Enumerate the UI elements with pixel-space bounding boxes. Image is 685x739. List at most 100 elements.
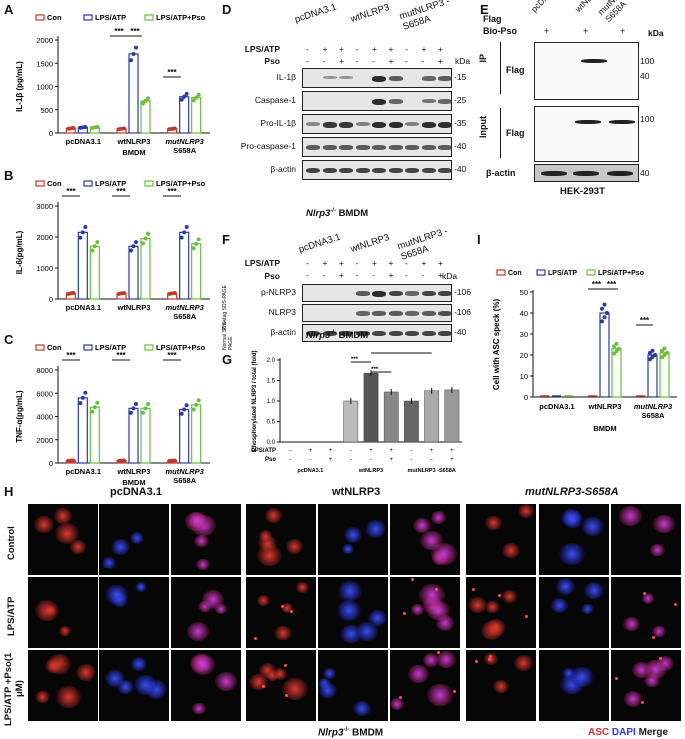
lps-sign: - bbox=[350, 448, 352, 454]
data-point bbox=[83, 124, 88, 129]
legend-swatch bbox=[586, 269, 596, 276]
micrograph-cell bbox=[539, 577, 609, 648]
data-point bbox=[184, 91, 189, 96]
cell-nucleus bbox=[282, 677, 308, 700]
blot-row-label: Pro-caspase-1 bbox=[240, 141, 296, 151]
kda-label: kDa bbox=[648, 28, 664, 38]
cell-nucleus bbox=[581, 603, 595, 615]
blot-band bbox=[405, 122, 419, 126]
data-point bbox=[146, 231, 150, 236]
y-tick-label: 10 bbox=[520, 372, 528, 381]
merge-label: Merge bbox=[638, 727, 669, 738]
data-point bbox=[122, 458, 126, 463]
cell-nucleus bbox=[641, 593, 655, 604]
y-axis-label: Phosphorylated NLRP3 / total (fold) bbox=[252, 350, 258, 451]
bar bbox=[140, 237, 151, 300]
cell-nucleus bbox=[318, 682, 337, 699]
blot-band bbox=[388, 76, 403, 81]
cell-nucleus bbox=[214, 671, 238, 691]
data-point bbox=[71, 458, 76, 463]
kda-mark: 100 bbox=[640, 114, 655, 124]
y-tick-label: 2000 bbox=[36, 36, 53, 45]
blot-band bbox=[322, 76, 337, 80]
pso-sign: - bbox=[306, 56, 309, 66]
kda-label: kDa bbox=[442, 271, 458, 281]
blot-band bbox=[372, 99, 386, 105]
asc-speck bbox=[487, 657, 491, 661]
data-point bbox=[196, 237, 201, 242]
cell-nucleus bbox=[187, 622, 210, 642]
bar bbox=[179, 408, 190, 464]
lane-label: pcDNA3.1 bbox=[529, 0, 563, 14]
y-tick-label: 0 bbox=[49, 129, 53, 138]
cell-nucleus bbox=[274, 625, 292, 641]
blot-band bbox=[355, 331, 370, 337]
x-axis-label: BMDM bbox=[122, 478, 145, 487]
cell-nucleus bbox=[623, 691, 643, 707]
blot-band bbox=[372, 331, 386, 337]
asc-speck bbox=[452, 689, 456, 693]
legend-swatch bbox=[536, 269, 546, 276]
blot-band bbox=[322, 122, 337, 128]
asc-speck bbox=[403, 612, 407, 616]
data-point bbox=[194, 402, 199, 407]
bar bbox=[140, 407, 151, 464]
micrograph-cell bbox=[99, 504, 169, 575]
y-tick-label: 0 bbox=[524, 393, 528, 402]
micrograph-cell bbox=[466, 650, 536, 721]
cell-nucleus bbox=[322, 667, 337, 679]
chart-i: Con LPS/ATP LPS/ATP+Pso 0 10 20 30 40 50 Cell wit… bbox=[492, 269, 677, 433]
cell-nucleus bbox=[44, 605, 57, 617]
blot-band bbox=[405, 145, 419, 150]
legend-swatch bbox=[83, 180, 93, 187]
panel-label-g: G bbox=[222, 352, 233, 367]
micrograph-cell bbox=[390, 504, 460, 575]
bio-sign: + bbox=[620, 26, 626, 36]
flag-row-label: Flag bbox=[506, 128, 525, 138]
cell-nucleus bbox=[581, 516, 605, 537]
cell-nucleus bbox=[338, 580, 363, 601]
micrograph-cell bbox=[611, 504, 681, 575]
cell-nucleus bbox=[266, 670, 279, 681]
pso-sign: - bbox=[431, 457, 433, 463]
y-tick-label: 8000 bbox=[36, 366, 53, 375]
lps-sign: + bbox=[388, 258, 394, 268]
cell-nucleus bbox=[485, 619, 506, 637]
blot-band bbox=[355, 291, 370, 296]
cell-nucleus bbox=[336, 600, 362, 621]
panel-label-a: A bbox=[4, 2, 14, 17]
cell-nucleus bbox=[653, 515, 675, 534]
kda-mark: -106 bbox=[454, 287, 472, 297]
blot-band bbox=[438, 76, 452, 81]
blot-band bbox=[405, 331, 419, 337]
data-point bbox=[600, 306, 604, 311]
sig-stars: *** bbox=[351, 357, 359, 363]
data-point bbox=[602, 302, 607, 307]
blot-footer: HEK-293T bbox=[560, 186, 605, 197]
bar bbox=[404, 400, 419, 443]
data-point bbox=[146, 401, 150, 406]
blot-band bbox=[372, 291, 386, 297]
lane-label: mutNLRP3 -S658A bbox=[596, 0, 636, 24]
lps-sign: + bbox=[438, 44, 443, 54]
x-tick-label: S658A bbox=[173, 312, 197, 321]
bar bbox=[424, 390, 440, 443]
blot-strip bbox=[302, 68, 452, 88]
y-tick-label: 2.0 bbox=[267, 358, 276, 364]
blot-strip bbox=[302, 160, 452, 180]
lps-label: LPS/ATP bbox=[244, 258, 280, 268]
data-point bbox=[614, 341, 619, 346]
data-point bbox=[141, 241, 145, 246]
data-point bbox=[172, 458, 177, 463]
bar bbox=[191, 243, 202, 300]
blot-strip bbox=[302, 304, 452, 322]
micrograph-cell bbox=[28, 577, 98, 648]
row-label-pso: LPS/ATP +Pso(1 μM) bbox=[3, 652, 25, 726]
cell-nucleus bbox=[364, 520, 386, 539]
panel-label-e: E bbox=[480, 2, 489, 17]
asc-speck bbox=[673, 602, 677, 606]
bar bbox=[647, 354, 658, 398]
micrograph-cell bbox=[28, 650, 98, 721]
data-point bbox=[612, 344, 616, 349]
legend-swatch bbox=[496, 269, 506, 276]
